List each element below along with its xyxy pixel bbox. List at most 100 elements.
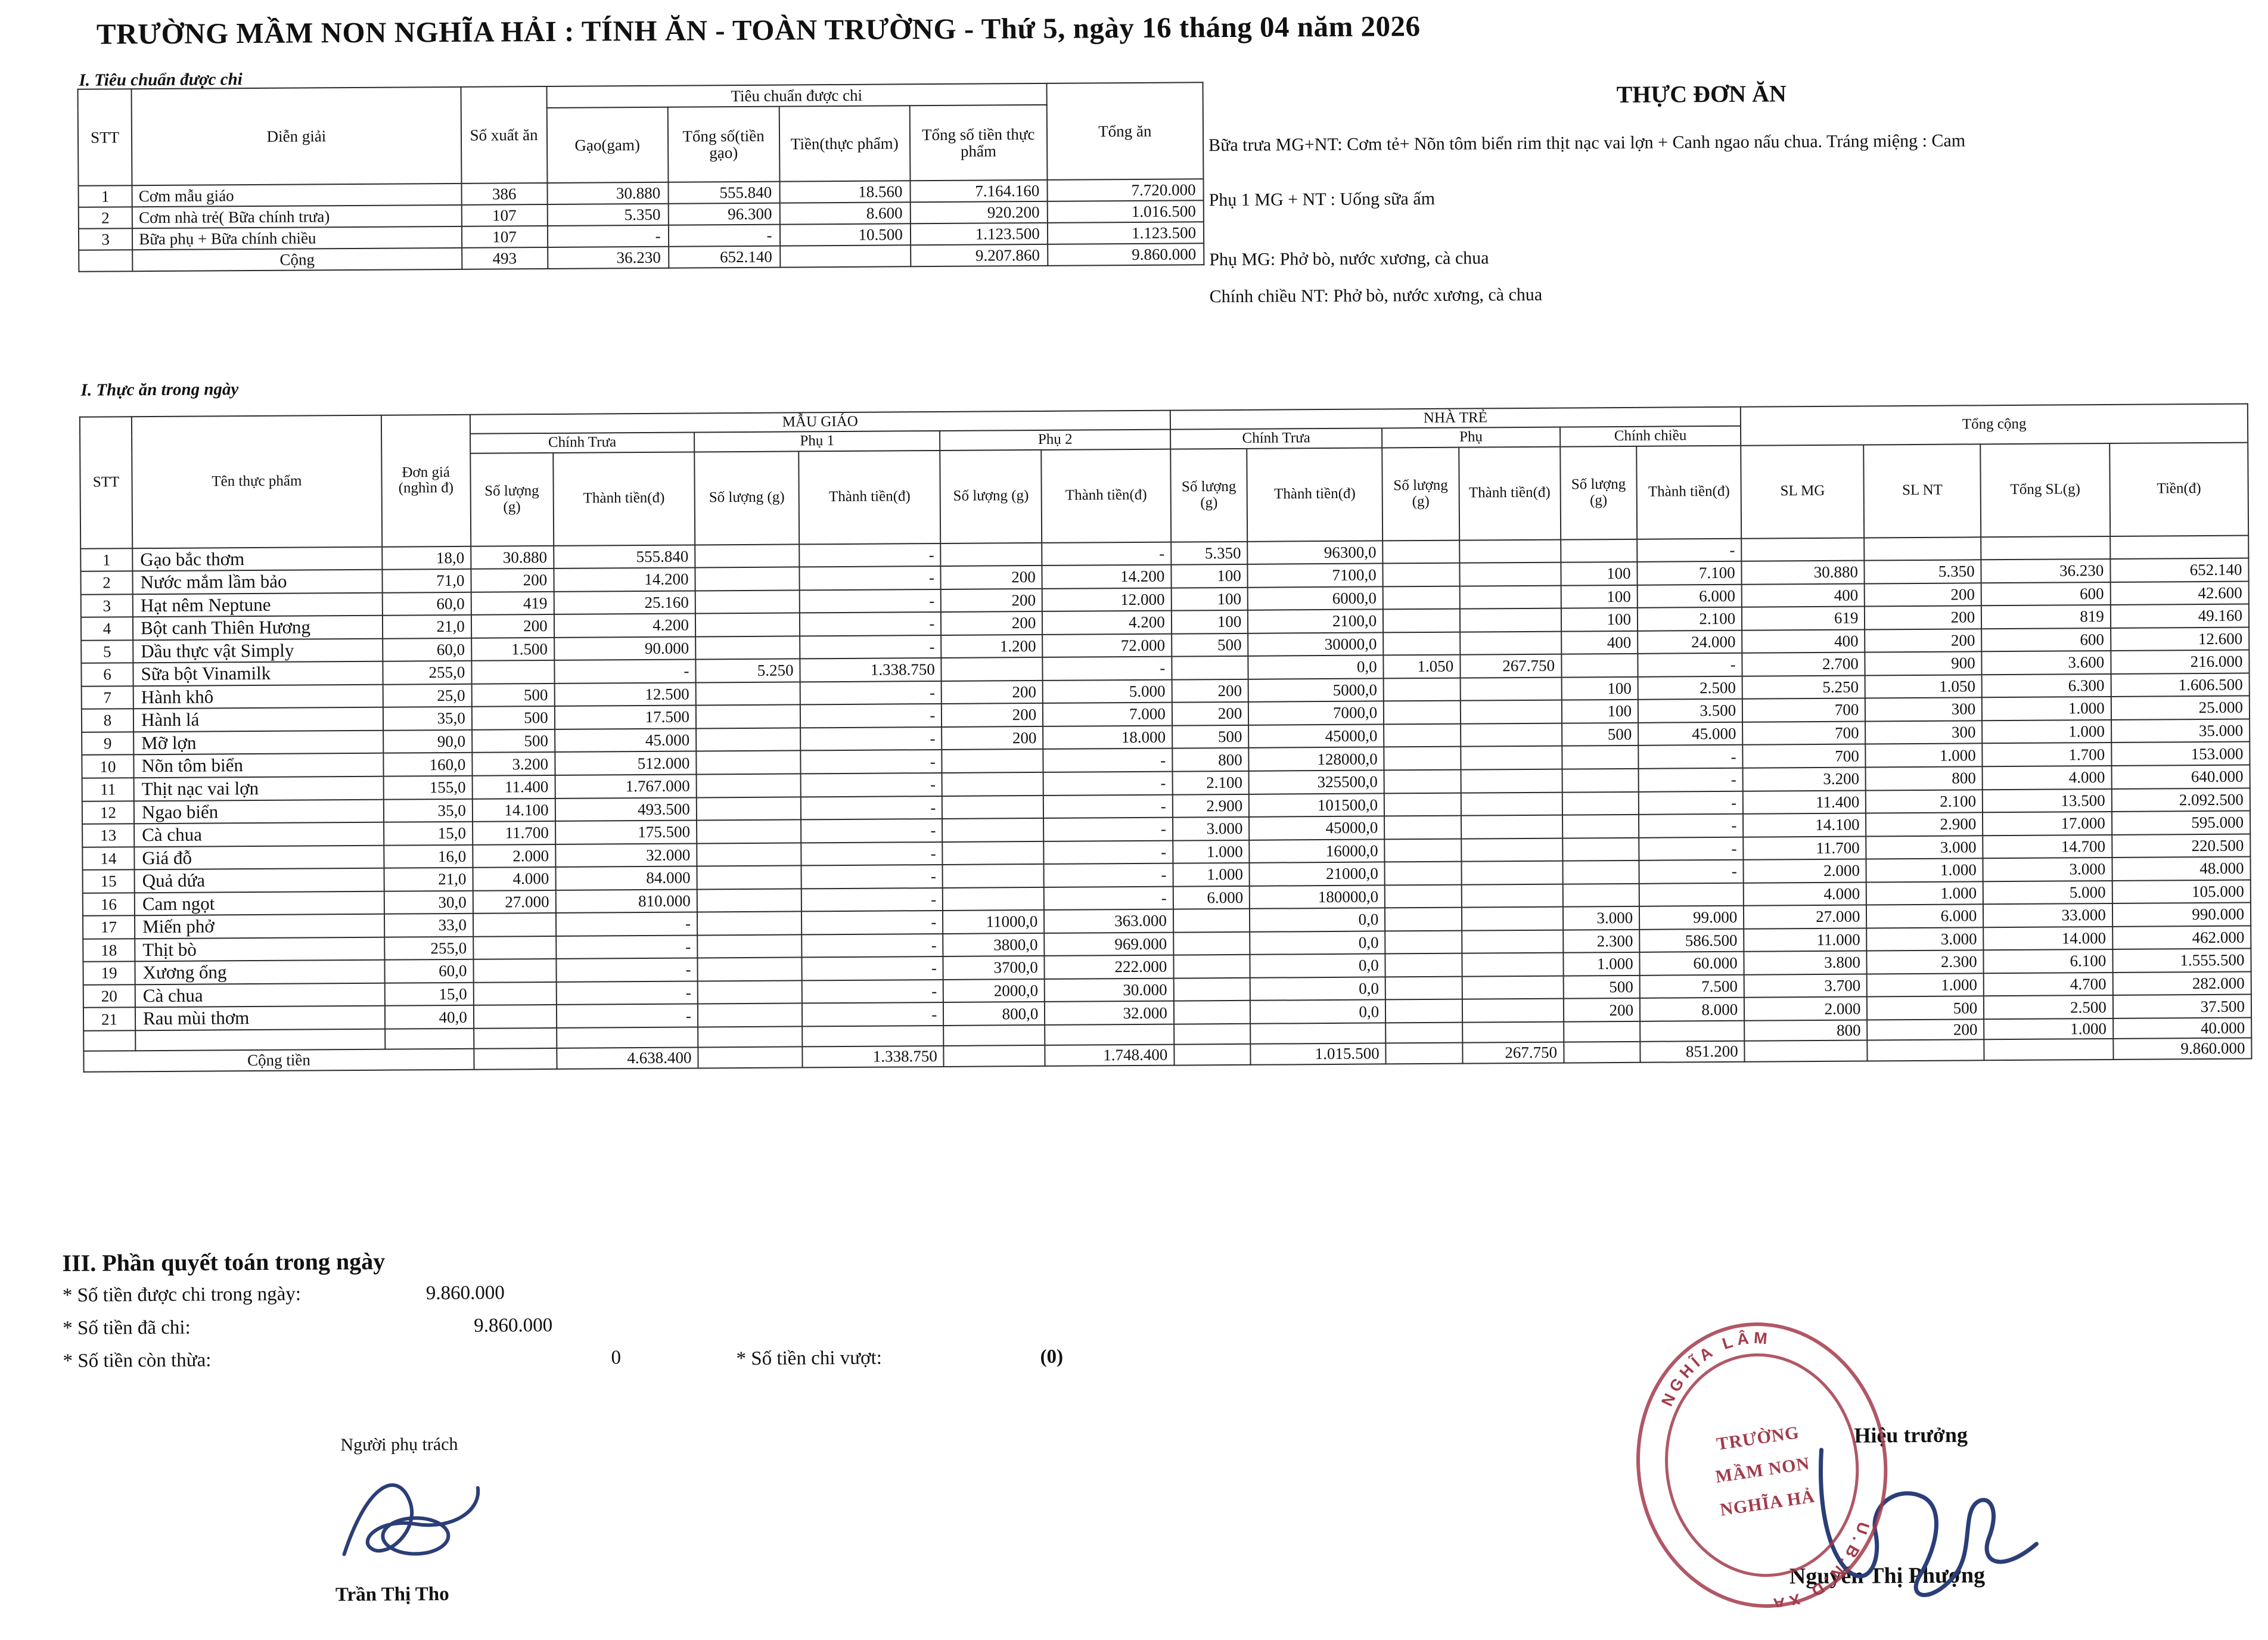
cell-stt: 20 xyxy=(83,984,135,1008)
cell-mg-ct-tt: - xyxy=(554,659,696,684)
th2-tt-mg-p2: Thành tiền(đ) xyxy=(1041,449,1172,543)
cell-nt-ct-sl xyxy=(1173,955,1250,979)
cell-sl-nt: 200 xyxy=(1865,582,1982,607)
cell-nt-p-sl xyxy=(1383,608,1460,633)
th2-tien: Tiền(đ) xyxy=(2109,442,2249,536)
settlement-overspend-value: (0) xyxy=(1040,1346,1064,1368)
cell-tong-sl: 17.000 xyxy=(1983,812,2112,835)
cell-nt-p-sl xyxy=(1385,1022,1463,1043)
cell-tien-tp: 18.560 xyxy=(779,181,911,203)
cell-nt-p-sl xyxy=(1384,723,1461,747)
cell-mg-ct-tt: 25.160 xyxy=(554,591,695,615)
cell-nt-ct-tt: 6000,0 xyxy=(1247,586,1384,610)
cell-mg-ct-tt: 90.000 xyxy=(554,636,696,661)
th-tieu-chuan-duoc-chi: Tiêu chuẩn được chi xyxy=(546,83,1047,108)
th2-don-gia: Đơn giá (nghìn đ) xyxy=(381,414,471,547)
cell-dg: 21,0 xyxy=(384,867,473,892)
cell-mg-p2-sl xyxy=(943,1024,1045,1046)
cell-tien: 990.000 xyxy=(2112,902,2251,927)
cell-nt-ct-tt: 2100,0 xyxy=(1248,609,1384,633)
cell-tong-an: 1.016.500 xyxy=(1047,200,1204,223)
cell-mg-p2-tt xyxy=(1045,1024,1175,1046)
cell-nt-ct-sl: 1.000 xyxy=(1173,840,1250,864)
cell-tien: 652.140 xyxy=(2110,558,2249,582)
cell-ten: Xương ống xyxy=(135,960,385,985)
cell-tong-sl: 14.000 xyxy=(1983,926,2113,951)
cell-nt-ct-tt: 45000,0 xyxy=(1249,816,1385,840)
cell-nt-ct-tt: 16000,0 xyxy=(1249,839,1385,863)
cell-nt-p-sl xyxy=(1383,632,1461,656)
cell-sl-mg: 30.880 xyxy=(1741,560,1865,585)
cell-nt-p-tt xyxy=(1459,562,1561,586)
cell-nt-p-sl xyxy=(1384,769,1461,793)
cell-mg-ct-sl xyxy=(473,1005,557,1029)
cell-stt: 8 xyxy=(81,709,134,732)
cell-dg: 35,0 xyxy=(383,799,473,822)
cell-mg-p1-tt: - xyxy=(800,772,943,797)
svg-text:U.B.N.D XÃ: U.B.N.D XÃ xyxy=(1759,1517,1884,1614)
cell-nt-cc-sl: 500 xyxy=(1563,975,1640,999)
cell-mg-p2-sl: 200 xyxy=(942,726,1043,750)
cell-sl-nt: 1.050 xyxy=(1865,675,1983,698)
cell-stt: 14 xyxy=(82,846,135,870)
cell-ten: Cà chua xyxy=(134,822,384,847)
cell-tien: 42.600 xyxy=(2110,581,2249,605)
cell-dg: 155,0 xyxy=(383,775,473,800)
cell-mg-p2-sl: 1.200 xyxy=(941,634,1043,659)
cell-total-empty xyxy=(1174,1044,1251,1066)
cell-nt-ct-sl: 2.900 xyxy=(1172,794,1250,818)
cell-nt-ct-sl: 200 xyxy=(1172,702,1249,726)
cell-mg-p2-tt: 14.200 xyxy=(1042,564,1172,589)
cell-sl-nt: 1.000 xyxy=(1866,881,1984,905)
cell-nt-ct-sl: 3.000 xyxy=(1172,816,1250,841)
cell-nt-cc-tt: - xyxy=(1637,538,1742,562)
cell-mg-p1-sl xyxy=(697,1003,803,1027)
cell-tong-sl: 36.230 xyxy=(1981,559,2111,583)
cell-nt-cc-sl xyxy=(1560,539,1638,563)
cell-nt-cc-tt xyxy=(1639,883,1744,907)
th-tong-an: Tổng ăn xyxy=(1046,82,1204,180)
th-dien-giai: Diễn giải xyxy=(131,86,462,186)
cell-sl-nt: 200 xyxy=(1865,605,1982,630)
cell-nt-ct-sl: 6.000 xyxy=(1173,886,1250,909)
cell-so-xuat: 107 xyxy=(461,204,548,226)
cell-nt-p-tt xyxy=(1459,585,1561,609)
cell-nt-p-tt xyxy=(1459,631,1561,655)
cell-nt-p-tt xyxy=(1460,677,1562,701)
cell-nt-ct-sl: 100 xyxy=(1171,587,1248,611)
cell-sl-mg: 14.100 xyxy=(1743,813,1866,837)
cell-nt-ct-sl: 800 xyxy=(1172,748,1249,772)
cell-mg-p1-tt: - xyxy=(799,612,942,636)
cell-mg-p2-sl xyxy=(942,864,1045,888)
cell-ten: Nõn tôm biển xyxy=(133,753,384,778)
cell-nt-cc-sl: 100 xyxy=(1561,607,1638,632)
cell-mg-p2-sl xyxy=(942,795,1044,819)
cell-nt-cc-tt: 99.000 xyxy=(1639,906,1744,930)
cell-mg-ct-tt: 45.000 xyxy=(554,728,697,753)
cell-mg-p1-sl xyxy=(695,543,800,568)
cell-nt-p-tt xyxy=(1462,976,1564,1000)
cell-nt-ct-tt: 0,0 xyxy=(1250,977,1386,1001)
cell-total-label: Cộng tiền xyxy=(83,1049,474,1072)
cell-mg-ct-tt: - xyxy=(556,1004,698,1028)
cell-mg-p2-sl: 11000,0 xyxy=(943,910,1045,934)
cell-mg-ct-sl: 200 xyxy=(471,614,554,638)
th-tong-tien-thuc-pham: Tổng số tiền thực phẩm xyxy=(909,104,1048,181)
cell-tong-gao: 96.300 xyxy=(668,203,780,225)
cell-nt-cc-sl: 100 xyxy=(1561,700,1639,723)
cell-nt-cc-tt: - xyxy=(1638,791,1744,815)
cell-sl-mg: 11.400 xyxy=(1742,790,1866,814)
cell-ten: Thịt bò xyxy=(135,937,385,962)
daily-food-table: STT Tên thực phẩm Đơn giá (nghìn đ) MẪU … xyxy=(79,403,2253,1073)
cell-tien: 220.500 xyxy=(2111,834,2251,858)
th2-nt-phu: Phụ xyxy=(1382,427,1560,448)
cell-mg-ct-tt: 512.000 xyxy=(555,751,697,775)
cell-tong-sl: 1.000 xyxy=(1982,697,2111,721)
th2-nt-chinh-trua: Chính Trưa xyxy=(1170,428,1382,449)
cell-mg-p1-sl xyxy=(697,957,802,981)
cell-nt-p-tt xyxy=(1462,999,1564,1023)
cell-nt-ct-tt: 0,0 xyxy=(1250,931,1385,955)
cell-dg: 35,0 xyxy=(383,707,472,731)
cell-ten: Mỡ lợn xyxy=(133,730,383,755)
cell-mg-p1-tt: - xyxy=(800,704,942,728)
